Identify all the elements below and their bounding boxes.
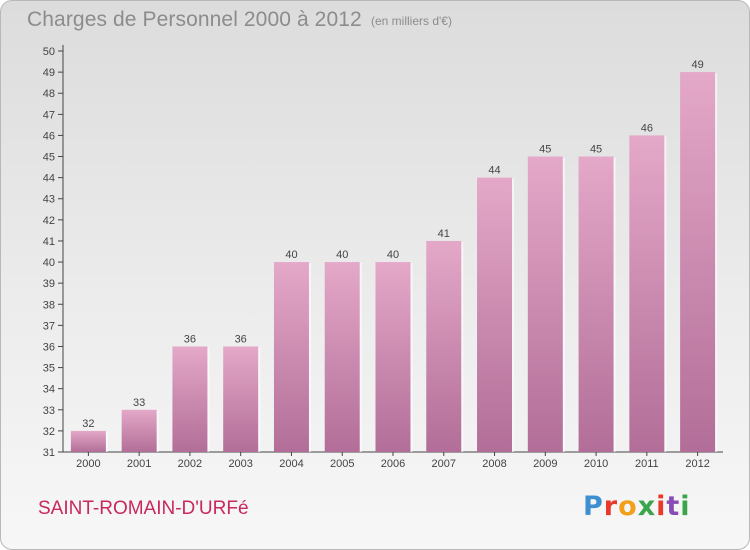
data-label: 44 [488, 165, 500, 177]
y-tick-label: 48 [43, 88, 55, 100]
y-tick-label: 39 [43, 278, 55, 290]
y-tick-label: 47 [43, 109, 55, 121]
logo-letter: x [637, 491, 657, 522]
y-tick-label: 33 [43, 405, 55, 417]
y-tick-label: 38 [43, 299, 55, 311]
bar [527, 156, 563, 453]
x-tick-label: 2001 [127, 458, 151, 470]
bar [680, 72, 716, 453]
bar [375, 262, 411, 452]
logo-letter: i [656, 491, 667, 522]
proxiti-logo: Proxiti [583, 491, 691, 522]
data-label: 40 [285, 249, 297, 261]
bar [223, 346, 259, 452]
data-label: 40 [387, 249, 399, 261]
y-tick-label: 43 [43, 194, 55, 206]
x-tick-label: 2002 [178, 458, 202, 470]
x-tick-label: 2003 [228, 458, 252, 470]
data-label: 45 [590, 144, 602, 156]
y-tick-label: 34 [43, 384, 55, 396]
logo-letter: r [603, 491, 619, 522]
data-label: 36 [184, 333, 196, 345]
logo-letter: P [583, 491, 604, 522]
data-label: 49 [691, 59, 703, 71]
x-tick-label: 2005 [330, 458, 354, 470]
bar [477, 177, 513, 452]
x-tick-label: 2009 [533, 458, 557, 470]
y-tick-label: 32 [43, 426, 55, 438]
data-label: 32 [82, 418, 94, 430]
bar [324, 262, 360, 452]
data-label: 41 [438, 228, 450, 240]
y-tick-label: 45 [43, 152, 55, 164]
commune-name: SAINT-ROMAIN-D'URFé [38, 498, 249, 519]
bar [121, 409, 157, 452]
data-label: 40 [336, 249, 348, 261]
bar [172, 346, 208, 452]
y-tick-label: 31 [43, 447, 55, 459]
y-tick-label: 37 [43, 320, 55, 332]
bar [273, 262, 309, 452]
data-label: 33 [133, 397, 145, 409]
x-tick-label: 2000 [76, 458, 100, 470]
y-tick-label: 41 [43, 236, 55, 248]
logo-letter: t [666, 491, 681, 522]
y-tick-label: 49 [43, 67, 55, 79]
x-tick-label: 2010 [584, 458, 608, 470]
bar [578, 156, 614, 453]
x-tick-label: 2007 [432, 458, 456, 470]
x-tick-label: 2008 [482, 458, 506, 470]
logo-letter: i [680, 491, 691, 522]
y-tick-label: 46 [43, 130, 55, 142]
bar [629, 135, 665, 452]
x-tick-label: 2011 [635, 458, 659, 470]
data-label: 36 [235, 333, 247, 345]
x-tick-label: 2006 [381, 458, 405, 470]
x-tick-label: 2004 [279, 458, 303, 470]
chart-title: Charges de Personnel 2000 à 2012 [27, 8, 362, 31]
data-label: 45 [539, 144, 551, 156]
y-tick-label: 36 [43, 341, 55, 353]
bar [426, 240, 462, 452]
bar [70, 430, 106, 452]
chart-subtitle: (en milliers d'€) [371, 14, 452, 28]
data-label: 46 [641, 122, 653, 134]
logo-letter: o [618, 491, 638, 522]
y-tick-label: 50 [43, 46, 55, 58]
y-tick-label: 44 [43, 173, 55, 185]
x-tick-label: 2012 [685, 458, 709, 470]
y-tick-label: 42 [43, 215, 55, 227]
y-tick-label: 35 [43, 363, 55, 375]
y-tick-label: 40 [43, 257, 55, 269]
